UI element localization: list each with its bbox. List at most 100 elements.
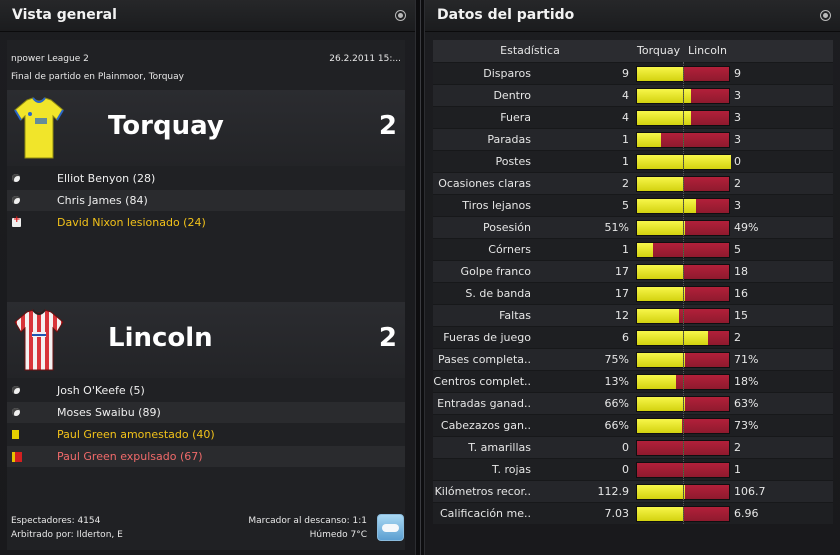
event-text[interactable]: Chris James (84) [57, 194, 148, 207]
stat-bar-home-fill [637, 89, 691, 103]
stat-label: Cabezazos gan.. [440, 419, 531, 432]
event-row: Chris James (84) [7, 190, 405, 211]
stat-home-value: 0 [622, 463, 629, 476]
stat-bar-home-fill [637, 177, 684, 191]
stat-home-value: 1 [622, 155, 629, 168]
stat-away-value: 2 [734, 441, 741, 454]
stat-away-value: 18 [734, 265, 748, 278]
stat-label: Fueras de juego [443, 331, 531, 344]
stat-row: Tiros lejanos 5 3 [433, 194, 833, 216]
home-team-name[interactable]: Torquay [108, 111, 224, 141]
stat-label: Pases completa.. [438, 353, 531, 366]
competition-name[interactable]: npower League 2 [11, 54, 89, 64]
event-text[interactable]: Paul Green amonestado (40) [57, 428, 215, 441]
stat-bar-home-fill [637, 243, 653, 257]
stat-away-value: 0 [734, 155, 741, 168]
stat-row: Centros complet.. 13% 18% [433, 370, 833, 392]
stat-bar-home-fill [637, 397, 685, 411]
match-stats-panel: Datos del partido Estadística Torquay Li… [425, 0, 840, 555]
stat-label: S. de banda [465, 287, 531, 300]
stat-row: Postes 1 0 [433, 150, 833, 172]
panel-splitter[interactable] [415, 0, 425, 555]
stat-away-value: 1 [734, 463, 741, 476]
stat-home-value: 0 [622, 441, 629, 454]
stat-label: Faltas [499, 309, 531, 322]
stat-label: T. rojas [492, 463, 531, 476]
stat-label: Kilómetros recor.. [434, 485, 531, 498]
stat-home-value: 12 [615, 309, 629, 322]
stat-home-value: 9 [622, 67, 629, 80]
stat-away-value: 18% [734, 375, 759, 388]
stat-label: Fuera [500, 111, 531, 124]
away-team-name[interactable]: Lincoln [108, 323, 213, 353]
stat-bar-home-fill [637, 155, 731, 169]
stat-bar-home-fill [637, 353, 685, 367]
match-overview: npower League 2 26.2.2011 15:... Final d… [7, 40, 405, 550]
stat-home-value: 51% [604, 221, 629, 234]
stat-label: Tiros lejanos [462, 199, 531, 212]
event-row: Josh O'Keefe (5) [7, 380, 405, 401]
stats-header-stat: Estadística [500, 44, 560, 57]
stats-table: Estadística Torquay Lincoln Disparos 9 9 De… [433, 40, 833, 525]
away-shirt-icon[interactable] [13, 308, 65, 374]
stat-label: Paradas [487, 133, 531, 146]
stat-home-value: 17 [615, 265, 629, 278]
match-stats-panel-close-icon[interactable] [820, 10, 831, 21]
event-text[interactable]: Paul Green expulsado (67) [57, 450, 203, 463]
stat-row: T. rojas 0 1 [433, 458, 833, 480]
event-text[interactable]: Elliot Benyon (28) [57, 172, 156, 185]
event-row: David Nixon lesionado (24) [7, 212, 405, 233]
stat-label: Golpe franco [460, 265, 531, 278]
overview-panel: Vista general npower League 2 26.2.2011 … [0, 0, 415, 555]
stat-label: Disparos [483, 67, 531, 80]
stat-away-value: 63% [734, 397, 759, 410]
referee[interactable]: Arbitrado por: Ilderton, E [11, 530, 123, 540]
stat-away-value: 15 [734, 309, 748, 322]
overview-panel-close-icon[interactable] [395, 10, 406, 21]
stat-home-value: 4 [622, 89, 629, 102]
event-row: Elliot Benyon (28) [7, 168, 405, 189]
stat-away-value: 5 [734, 243, 741, 256]
splitter-grip [420, 0, 421, 555]
match-stats-panel-title: Datos del partido [437, 7, 575, 23]
stat-home-value: 66% [604, 397, 629, 410]
stats-header-away: Lincoln [688, 44, 727, 57]
stat-bar-home-fill [637, 507, 684, 521]
event-text[interactable]: Josh O'Keefe (5) [57, 384, 145, 397]
match-venue: Final de partido en Plainmoor, Torquay [11, 72, 184, 82]
red-card-icon [12, 452, 22, 462]
stat-row: Paradas 1 3 [433, 128, 833, 150]
stat-bar-home-fill [637, 133, 661, 147]
event-row: Paul Green expulsado (67) [7, 446, 405, 467]
ball-icon [12, 174, 20, 182]
stat-away-value: 6.96 [734, 507, 759, 520]
stat-home-value: 1 [622, 243, 629, 256]
stat-row: Disparos 9 9 [433, 62, 833, 84]
stat-home-value: 112.9 [597, 485, 630, 498]
halftime-score: Marcador al descanso: 1:1 [248, 516, 367, 526]
stat-bar-home-fill [637, 375, 676, 389]
stat-row: Faltas 12 15 [433, 304, 833, 326]
stat-row: Ocasiones claras 2 2 [433, 172, 833, 194]
event-text[interactable]: David Nixon lesionado (24) [57, 216, 206, 229]
stat-row: Calificación me.. 7.03 6.96 [433, 502, 833, 524]
stat-home-value: 13% [604, 375, 629, 388]
ball-icon [12, 408, 20, 416]
injury-icon [12, 215, 21, 227]
ball-icon [12, 386, 20, 394]
stat-away-value: 106.7 [734, 485, 766, 498]
stat-bar-home-fill [637, 221, 685, 235]
stat-home-value: 4 [622, 111, 629, 124]
stat-row: Kilómetros recor.. 112.9 106.7 [433, 480, 833, 502]
stat-home-value: 66% [604, 419, 629, 432]
stat-row: Fueras de juego 6 2 [433, 326, 833, 348]
stat-away-value: 71% [734, 353, 759, 366]
stat-home-value: 75% [604, 353, 629, 366]
stat-label: Posesión [483, 221, 531, 234]
home-shirt-icon[interactable] [13, 96, 65, 162]
overview-panel-header: Vista general [0, 0, 415, 32]
stat-away-value: 3 [734, 89, 741, 102]
stat-row: Golpe franco 17 18 [433, 260, 833, 282]
away-team-block: Lincoln 2 [7, 302, 405, 378]
event-text[interactable]: Moses Swaibu (89) [57, 406, 161, 419]
